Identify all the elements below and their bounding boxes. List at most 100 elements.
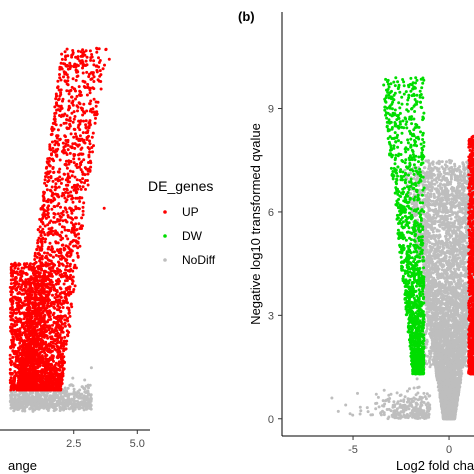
up-point [65, 220, 69, 224]
up-point [56, 179, 60, 183]
up-point [41, 205, 45, 209]
nodiff-point [22, 405, 26, 409]
up-point [66, 148, 70, 152]
up-point [58, 387, 62, 391]
up-point [44, 333, 48, 337]
up-point [89, 58, 93, 62]
up-point [52, 378, 56, 382]
up-point [67, 323, 71, 327]
up-point [52, 170, 56, 174]
up-point [57, 360, 61, 364]
up-point [65, 127, 69, 131]
up-point [62, 282, 66, 286]
up-point [68, 151, 72, 155]
up-point [49, 280, 53, 284]
up-point [70, 174, 74, 178]
up-point [40, 288, 44, 291]
up-point [60, 254, 64, 258]
up-point [49, 198, 53, 202]
up-point [30, 385, 34, 389]
up-point [78, 152, 82, 156]
up-point [91, 150, 94, 154]
up-point [42, 304, 46, 308]
up-point [26, 342, 30, 346]
up-point [59, 314, 63, 318]
nodiff-point [89, 366, 93, 370]
up-point [107, 57, 111, 61]
up-point [44, 256, 47, 260]
up-point [81, 177, 85, 181]
up-point [70, 85, 74, 89]
up-point [40, 388, 44, 392]
panel-b-label: (b) [238, 9, 255, 24]
nodiff-point [46, 391, 50, 395]
nodiff-point [83, 378, 87, 382]
up-point [44, 383, 48, 386]
up-point [40, 247, 44, 251]
nodiff-point [69, 401, 73, 405]
up-point [77, 236, 81, 240]
nodiff-point [72, 398, 76, 401]
up-point [13, 362, 17, 366]
up-point [45, 324, 49, 328]
up-point [9, 311, 13, 315]
nodiff-point [31, 404, 35, 408]
up-point [85, 70, 89, 74]
up-point [38, 337, 42, 341]
up-point [65, 288, 69, 292]
up-point [17, 299, 21, 303]
up-point [60, 243, 64, 247]
up-point [84, 123, 88, 127]
up-point [78, 196, 82, 199]
up-point [52, 359, 55, 363]
up-point [37, 289, 41, 293]
up-point [55, 295, 59, 299]
up-point [82, 201, 86, 205]
up-point [52, 159, 56, 163]
up-point [29, 285, 33, 289]
up-point [17, 338, 21, 342]
up-point [57, 251, 61, 255]
up-point [14, 279, 17, 283]
up-point [72, 161, 76, 165]
up-point [76, 64, 80, 68]
up-point [99, 87, 103, 91]
up-point [79, 161, 82, 165]
up-point [33, 258, 37, 261]
up-point [56, 128, 60, 132]
up-point [52, 300, 56, 304]
up-point [40, 254, 44, 258]
up-point [54, 298, 58, 302]
up-point [42, 211, 46, 215]
up-point [35, 362, 39, 366]
up-point [53, 365, 57, 369]
up-point [68, 254, 72, 258]
up-point [66, 172, 70, 176]
up-point [52, 212, 56, 215]
up-point [61, 219, 65, 223]
nodiff-point [54, 407, 58, 411]
up-point [66, 301, 69, 305]
up-point [65, 329, 69, 333]
up-point [55, 333, 59, 337]
up-point [39, 234, 43, 237]
up-point [49, 340, 53, 344]
up-point [21, 271, 25, 275]
up-point [41, 194, 45, 198]
up-point [9, 290, 13, 294]
up-point [25, 308, 29, 312]
up-point [22, 326, 26, 330]
up-point [54, 241, 58, 245]
up-point [9, 293, 13, 297]
up-point [42, 197, 46, 201]
nodiff-point [62, 391, 65, 395]
up-point [90, 146, 94, 149]
up-point [70, 185, 74, 189]
nodiff-point [33, 395, 37, 399]
nodiff-point [61, 396, 65, 400]
up-point [51, 179, 55, 183]
up-point [9, 388, 13, 392]
up-point [80, 216, 84, 220]
up-point [83, 111, 87, 115]
up-point [82, 138, 86, 142]
